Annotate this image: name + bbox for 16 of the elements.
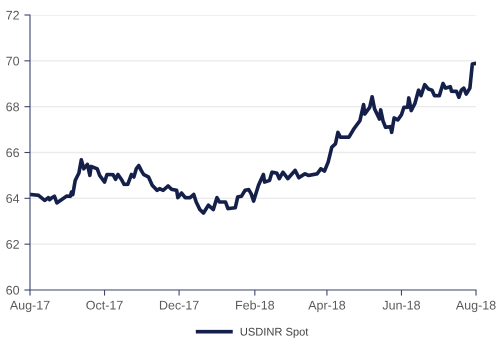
y-tick-label: 60 bbox=[6, 286, 20, 295]
y-tick-label: 62 bbox=[6, 240, 19, 249]
y-tick-label: 72 bbox=[6, 10, 19, 20]
x-tick-label: Feb-18 bbox=[236, 300, 274, 310]
x-tick-label: Aug-18 bbox=[456, 300, 496, 312]
y-tick-label: 70 bbox=[6, 56, 20, 66]
x-tick-label: Dec-17 bbox=[160, 300, 199, 310]
y-tick-label: 64 bbox=[6, 194, 20, 203]
x-tick-label: Jun-18 bbox=[382, 300, 420, 310]
x-tick-label: Aug-17 bbox=[10, 300, 50, 312]
x-tick-label: Apr-18 bbox=[308, 300, 346, 312]
legend-label: USDINR Spot bbox=[240, 328, 308, 338]
line-series bbox=[30, 62, 476, 215]
y-tick-label: 66 bbox=[6, 148, 20, 158]
y-tick-label: 68 bbox=[6, 102, 20, 112]
x-tick-label: Oct-17 bbox=[86, 300, 123, 310]
